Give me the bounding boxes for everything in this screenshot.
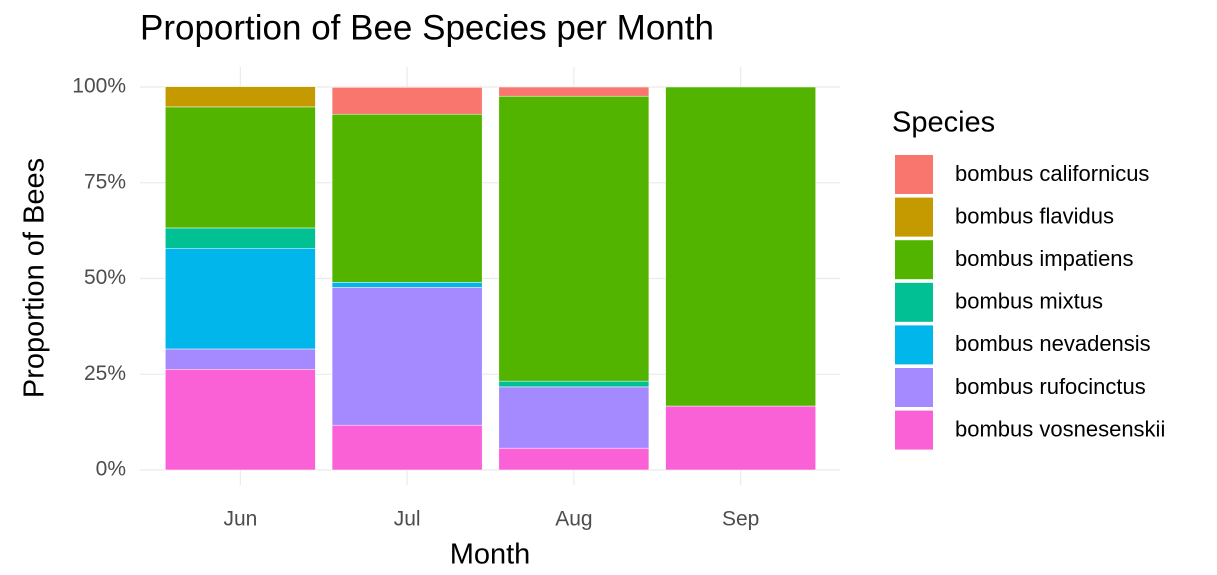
legend-label: bombus californicus — [955, 161, 1149, 186]
bar-segment — [165, 227, 316, 249]
y-tick-label: 25% — [84, 362, 126, 385]
legend-key — [895, 155, 933, 194]
bar-segment — [498, 447, 650, 471]
legend-label: bombus vosnesenskii — [955, 416, 1165, 441]
x-tick-label: Jun — [223, 508, 257, 531]
x-tick-label: Sep — [722, 508, 759, 531]
legend-key — [895, 282, 933, 322]
legend-label: bombus rufocinctus — [955, 374, 1146, 399]
bar-segment — [331, 87, 483, 115]
x-tick-label: Jul — [394, 508, 421, 531]
bar-segment — [665, 405, 816, 471]
bar-segment — [331, 282, 483, 288]
bar-segment — [165, 106, 316, 229]
y-axis-label: Proportion of Bees — [19, 158, 51, 398]
legend-key — [895, 240, 933, 280]
bar-segment — [165, 369, 316, 471]
legend-key — [895, 368, 933, 407]
bar-segment — [498, 86, 650, 97]
x-axis-label: Month — [450, 539, 531, 571]
y-tick-label: 0% — [96, 458, 126, 481]
legend-title: Species — [892, 107, 995, 139]
legend-label: bombus mixtus — [955, 289, 1103, 314]
bar-segment — [498, 95, 650, 382]
bar-segment — [331, 113, 483, 283]
bar-segment — [331, 424, 483, 471]
chart-title: Proportion of Bee Species per Month — [140, 8, 714, 47]
y-tick-label: 50% — [84, 266, 126, 289]
legend-key — [895, 325, 933, 365]
bar-segment — [665, 86, 816, 407]
bar-segment — [165, 86, 316, 108]
y-tick-label: 75% — [84, 170, 126, 193]
bar-segment — [165, 247, 316, 350]
legend-label: bombus impatiens — [955, 246, 1134, 271]
bar-segment — [165, 348, 316, 370]
legend-key — [895, 197, 933, 237]
bar-segment — [331, 287, 483, 426]
y-tick-label: 100% — [72, 75, 126, 98]
bar-segment — [498, 386, 650, 449]
legend-label: bombus flavidus — [955, 203, 1114, 228]
bar-segment — [498, 380, 650, 388]
legend-label: bombus nevadensis — [955, 331, 1151, 356]
legend-key — [895, 410, 933, 450]
x-tick-label: Aug — [555, 508, 592, 531]
